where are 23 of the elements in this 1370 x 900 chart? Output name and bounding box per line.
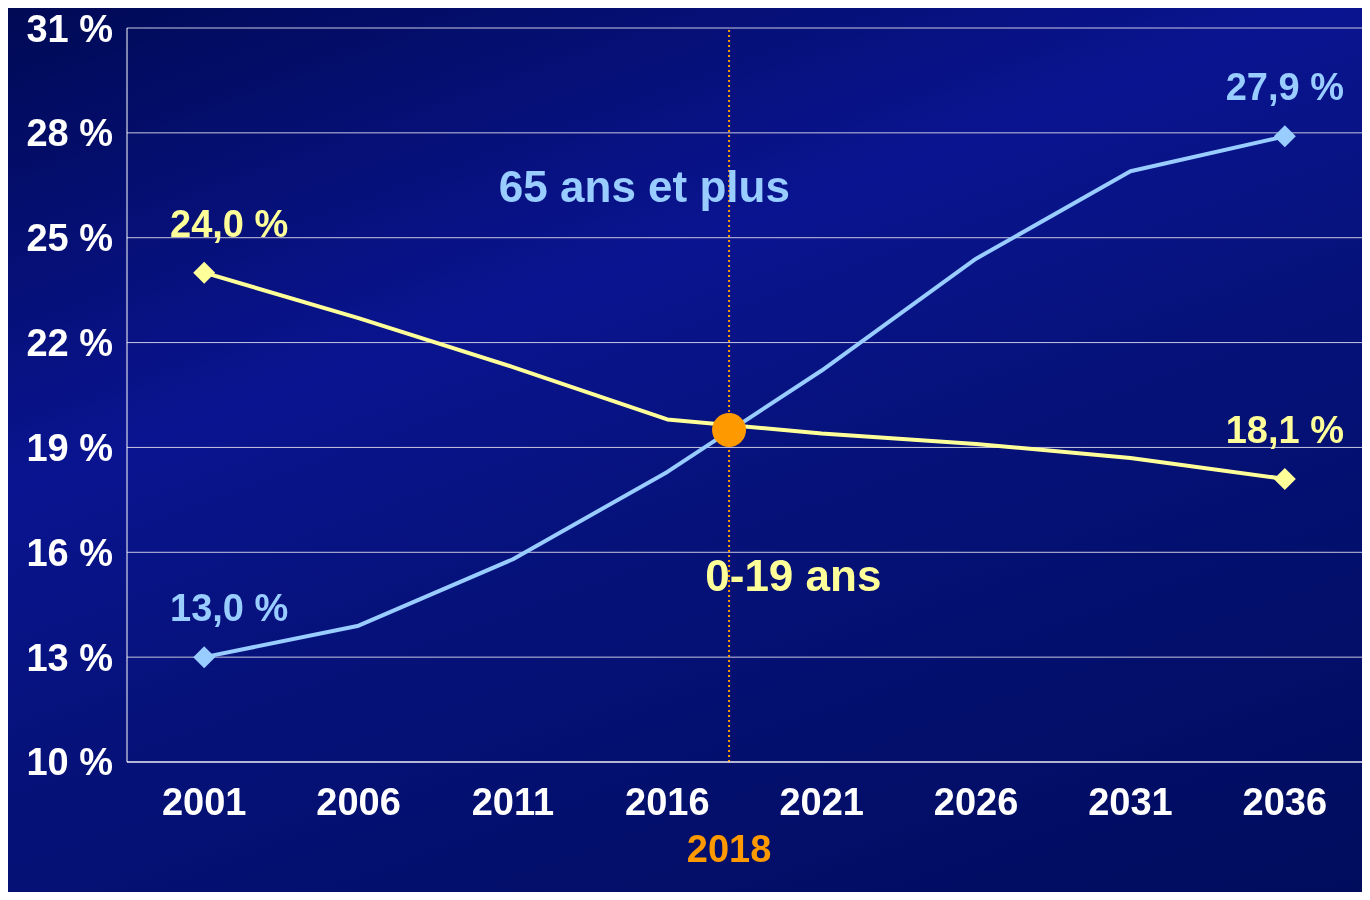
x-tick-label: 2006 bbox=[316, 780, 401, 823]
y-tick-label: 16 % bbox=[26, 531, 113, 574]
data-label: 13,0 % bbox=[170, 587, 289, 630]
data-label: 27,9 % bbox=[1225, 66, 1344, 109]
y-tick-label: 22 % bbox=[26, 322, 113, 365]
y-tick-label: 19 % bbox=[26, 426, 113, 469]
y-tick-label: 13 % bbox=[26, 636, 113, 679]
y-tick-label: 25 % bbox=[26, 217, 113, 260]
y-tick-label: 31 % bbox=[26, 7, 113, 50]
x-tick-label: 2031 bbox=[1088, 780, 1173, 823]
data-label: 18,1 % bbox=[1225, 408, 1344, 451]
y-tick-label: 28 % bbox=[26, 112, 113, 155]
y-tick-label: 10 % bbox=[26, 741, 113, 784]
data-label: 24,0 % bbox=[170, 202, 289, 245]
x-tick-label: 2016 bbox=[625, 780, 710, 823]
x-tick-label: 2021 bbox=[779, 780, 864, 823]
x-tick-label: 2011 bbox=[471, 780, 555, 823]
x-tick-label: 2001 bbox=[161, 780, 247, 823]
ref-line-label: 2018 bbox=[686, 828, 772, 870]
text: 0-19 ans bbox=[705, 551, 882, 602]
x-tick-label: 2036 bbox=[1242, 780, 1328, 823]
text: 65 ans et plus bbox=[498, 162, 790, 213]
x-tick-label: 2026 bbox=[933, 780, 1019, 823]
